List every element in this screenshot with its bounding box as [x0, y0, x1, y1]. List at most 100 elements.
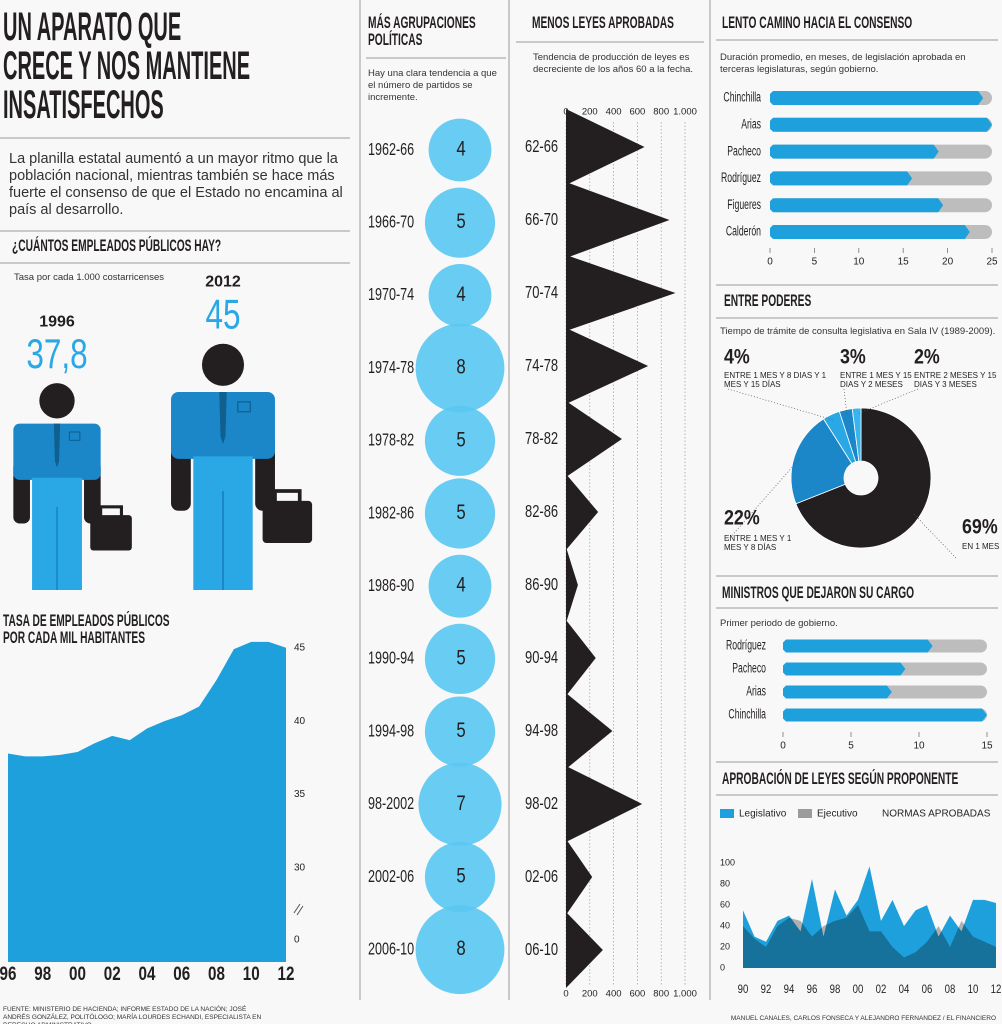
x-tick-label: 98	[34, 962, 51, 984]
x-tick-label: 200	[582, 989, 598, 1000]
category-label: Arias	[746, 684, 766, 700]
category-label: 70-74	[525, 283, 558, 303]
triangle	[566, 328, 649, 404]
y-tick-label: 35	[294, 789, 306, 800]
y-tick-label: 30	[294, 863, 306, 874]
triangle	[566, 912, 603, 988]
figure	[171, 343, 313, 590]
category-label: Arias	[741, 116, 761, 132]
slice-category: ENTRE 1 MES Y 15 DIAS Y 2 MESES	[840, 371, 912, 389]
figure-head	[201, 343, 245, 386]
leader-line	[856, 388, 919, 415]
x-tick-label: 10	[913, 741, 925, 752]
chart-subtitle: Tasa por cada 1.000 costarricenses	[14, 272, 164, 283]
figure	[13, 383, 132, 590]
x-tick-label: 08	[208, 962, 225, 984]
bubble-label: 4	[456, 283, 466, 306]
chart-title: MINISTROS QUE DEJARON SU CARGO	[722, 583, 915, 602]
y-tick-label: 40	[720, 920, 730, 930]
slice-label: 3%	[840, 345, 866, 369]
triangle	[566, 620, 596, 696]
bubble	[424, 187, 496, 258]
y-tick-label: 40	[294, 716, 306, 727]
figure-pocket	[68, 431, 81, 441]
legend-label: Legislativo	[739, 809, 787, 820]
x-tick-label: 600	[629, 989, 645, 1000]
bar	[770, 91, 984, 105]
slice-label: 22%	[724, 506, 760, 530]
y-tick-label: 0	[294, 935, 300, 946]
legend-swatch	[720, 809, 734, 818]
triangle	[566, 182, 670, 258]
x-tick-label: 5	[848, 741, 854, 752]
category-label: 1990-94	[368, 649, 414, 669]
y-tick-label: 100	[720, 858, 735, 868]
category-label: Pacheco	[732, 661, 766, 677]
figure-briefcase	[90, 515, 132, 551]
chart-subtitle: Duración promedio, en meses, de legislac…	[720, 52, 966, 75]
leader-line	[913, 513, 957, 559]
y-tick-label: 60	[720, 900, 730, 910]
chart-title: MENOS LEYES APROBADAS	[532, 13, 674, 32]
bar	[783, 708, 987, 722]
category-label: Rodríguez	[726, 638, 766, 654]
bubble-label: 5	[456, 429, 465, 452]
chart-title: ¿CUÁNTOS EMPLEADOS PÚBLICOS HAY?	[12, 236, 222, 255]
x-tick-label: 12	[991, 983, 1002, 996]
donut-slice	[795, 407, 932, 549]
slice-category: ENTRE 2 MESES Y 15 DIAS Y 3 MESES	[914, 371, 997, 389]
category-label: 06-10	[525, 940, 558, 960]
category-label: 1982-86	[368, 503, 414, 523]
category-label: 1994-98	[368, 721, 414, 741]
y-axis-label: NORMAS APROBADAS	[882, 809, 991, 820]
bar	[770, 198, 944, 213]
intro: La planilla estatal aumentó a un mayor r…	[9, 151, 343, 218]
category-label: Pacheco	[727, 143, 761, 159]
figure-briefcase	[262, 500, 313, 543]
x-tick-label: 0	[780, 741, 786, 752]
bar	[783, 662, 906, 676]
bubble-label: 7	[456, 792, 465, 815]
category-label: 94-98	[525, 721, 558, 741]
x-tick-label: 94	[784, 983, 795, 996]
area	[743, 905, 996, 968]
chart-title: LENTO CAMINO HACIA EL CONSENSO	[722, 13, 913, 32]
category-label: 1962-66	[368, 140, 414, 160]
x-tick-label: 12	[278, 962, 295, 984]
bubble-label: 5	[456, 501, 465, 524]
area	[8, 641, 286, 962]
chart-subtitle: Tendencia de producción de leyes es decr…	[533, 52, 694, 75]
legend-label: Ejecutivo	[817, 809, 858, 820]
x-tick-label: 400	[606, 107, 622, 118]
chart-title: TASA DE EMPLEADOS PÚBLICOS POR CADA MIL …	[3, 611, 170, 648]
x-tick-label: 600	[629, 107, 645, 118]
x-tick-label: 1.000	[673, 989, 697, 1000]
x-tick-label: 10	[853, 257, 865, 268]
triangle	[566, 474, 599, 550]
x-tick-label: 92	[761, 983, 772, 996]
figure-value: 37,8	[26, 330, 87, 378]
category-label: 98-2002	[368, 794, 414, 814]
x-tick-label: 00	[69, 962, 86, 984]
x-tick-label: 06	[922, 983, 933, 996]
x-tick-label: 25	[986, 257, 998, 268]
triangle	[566, 255, 676, 331]
bubble	[415, 905, 505, 995]
bubble	[418, 762, 502, 846]
figure-value: 45	[205, 290, 240, 338]
chart-subtitle: Tiempo de trámite de consulta legislativ…	[720, 326, 996, 337]
bubble	[415, 323, 505, 413]
y-tick-label: 45	[294, 642, 306, 653]
bubble-label: 4	[456, 574, 466, 597]
x-tick-label: 5	[812, 257, 818, 268]
x-tick-label: 800	[653, 989, 669, 1000]
bubble-label: 5	[456, 647, 465, 670]
category-label: Rodríguez	[721, 170, 761, 186]
figure-year: 1996	[39, 313, 75, 330]
bubble	[424, 623, 496, 695]
category-label: 2002-06	[368, 867, 414, 887]
category-label: 66-70	[525, 210, 558, 230]
category-label: Figueres	[727, 197, 761, 213]
bubble	[424, 841, 496, 913]
